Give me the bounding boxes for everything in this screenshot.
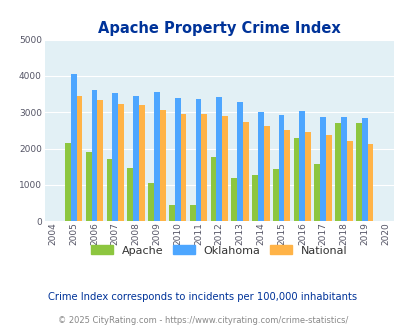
Bar <box>257 112 263 221</box>
Bar <box>127 168 133 221</box>
Bar <box>313 164 320 221</box>
Bar <box>320 117 325 221</box>
Bar <box>92 90 97 221</box>
Bar <box>284 130 290 221</box>
Bar <box>346 141 352 221</box>
Legend: Apache, Oklahoma, National: Apache, Oklahoma, National <box>86 241 351 260</box>
Bar <box>263 126 269 221</box>
Bar <box>242 122 248 221</box>
Bar <box>201 115 207 221</box>
Bar <box>293 138 299 221</box>
Bar <box>195 99 201 221</box>
Bar <box>97 100 103 221</box>
Text: © 2025 CityRating.com - https://www.cityrating.com/crime-statistics/: © 2025 CityRating.com - https://www.city… <box>58 316 347 325</box>
Bar <box>340 117 346 221</box>
Bar <box>85 152 92 221</box>
Bar <box>118 104 124 221</box>
Bar <box>335 123 340 221</box>
Bar <box>139 105 145 221</box>
Bar <box>222 116 227 221</box>
Bar <box>189 206 195 221</box>
Bar <box>216 97 222 221</box>
Bar <box>299 112 305 221</box>
Bar <box>107 159 112 221</box>
Bar <box>65 143 71 221</box>
Bar <box>367 144 373 221</box>
Bar <box>160 110 165 221</box>
Bar <box>237 102 242 221</box>
Bar <box>305 132 310 221</box>
Text: Crime Index corresponds to incidents per 100,000 inhabitants: Crime Index corresponds to incidents per… <box>48 292 357 302</box>
Bar <box>148 183 153 221</box>
Bar <box>252 175 257 221</box>
Bar <box>272 169 278 221</box>
Bar <box>112 93 118 221</box>
Bar <box>174 98 180 221</box>
Title: Apache Property Crime Index: Apache Property Crime Index <box>98 21 340 36</box>
Bar <box>71 74 77 221</box>
Bar <box>210 157 216 221</box>
Bar <box>168 205 174 221</box>
Bar <box>361 118 367 221</box>
Bar <box>77 96 82 221</box>
Bar <box>153 92 160 221</box>
Bar <box>355 123 361 221</box>
Bar <box>325 135 331 221</box>
Bar <box>133 96 139 221</box>
Bar <box>180 114 186 221</box>
Bar <box>278 115 284 221</box>
Bar <box>231 178 237 221</box>
